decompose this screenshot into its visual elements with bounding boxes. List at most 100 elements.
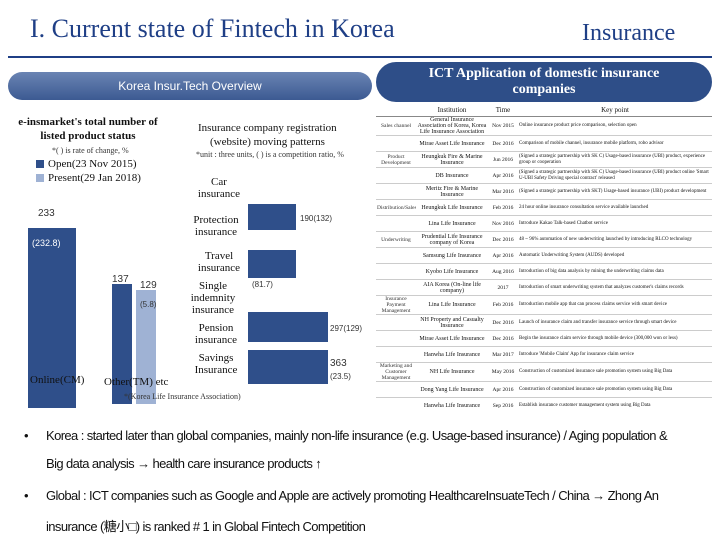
ict-row-institution: DB Insurance [416,167,488,184]
ict-row-category: Sales channel [376,116,416,136]
bullets-panel: • Korea : started later than global comp… [8,408,712,540]
ict-table-row: Underwriting Prudential Life Insurance co… [376,231,712,248]
legend-other: Other(TM) etc [104,376,169,388]
ict-row-institution: Mirae Asset Life Insurance [416,330,488,347]
ict-row-time: Nov 2016 [488,215,518,232]
ict-row-keypoint: Introduce Kakao Talk-based Chatbot servi… [518,215,712,232]
ict-row-category [376,215,416,232]
bullet-marker-2: • [24,488,29,503]
ict-row-keypoint: Automatic Underwriting System (AUDS) dev… [518,247,712,264]
ict-row-time: Feb 2016 [488,199,518,216]
ict-row-keypoint: (Signed a strategic partnership with SK … [518,151,712,168]
legend-online: Online(CM) [30,374,85,386]
single-bar-label-2: 129 [140,280,157,291]
ict-row-category: Product Development [376,151,416,168]
ict-table-row: Samsung Life Insurance Apr 2016 Automatic … [376,247,712,264]
savings-bar-label-1: 363 [330,358,347,369]
registration-title-2: (website) moving patterns [210,136,325,148]
ict-row-keypoint: Construction of customized insurance sal… [518,362,712,382]
registration-note: *unit : three units, ( ) is a competitio… [196,150,344,159]
ict-table-row: Insurance Payment Management Lina Life In… [376,295,712,315]
source-note: *(Korea Life Insurance Association) [124,392,241,401]
present-legend: Present(29 Jan 2018) [48,172,141,184]
ict-row-time: Mar 2016 [488,183,518,200]
savings-bar [248,350,328,384]
overview-panel: e-insmarket's total number of listed pro… [8,104,372,428]
pension-bar-label: 297(129) [330,324,363,333]
ict-table-row: DB Insurance Apr 2016 (Signed a strategic … [376,167,712,184]
protection-open-bar [28,228,76,428]
ict-table: Institution Time Key point Sales channel… [376,104,712,414]
ict-row-keypoint: (Signed a strategic partnership with SKT… [518,183,712,200]
pension-bar [248,312,328,342]
bullet-2-line-1: Global : ICT companies such as Google an… [46,488,659,503]
ict-row-institution: Dong Yang Life Insurance [416,381,488,398]
travel-bar [248,250,296,278]
ict-row-keypoint: (Signed a strategic partnership with SK … [518,167,712,184]
einsmarket-title-1: e-insmarket's total number of [18,116,158,128]
ict-row-time: 2017 [488,279,518,296]
registration-title-1: Insurance company registration [198,122,337,134]
ict-row-institution: Heungkuk Fire & Marine Insurance [416,151,488,168]
einsmarket-title-2: listed product status [40,130,136,142]
ict-row-category [376,247,416,264]
pension-label: Pension insurance [194,322,238,346]
einsmarket-note: *( ) is rate of change, % [52,146,129,155]
car-bar [248,204,296,230]
ict-row-institution: Kyobo Life Insurance [416,263,488,280]
title-divider [8,56,712,58]
protection-label: Protection insurance [193,214,239,238]
ict-row-category [376,135,416,152]
ict-row-keypoint: Begin the insurance claim service throug… [518,330,712,347]
ict-row-time: Dec 2016 [488,231,518,248]
car-bar-label: 190(132) [300,214,333,223]
ict-row-institution: Meritz Fire & Marine Insurance [416,183,488,200]
ict-table-row: Mirae Asset Life Insurance Dec 2016 Begin … [376,330,712,347]
travel-bar-label: (81.7) [252,280,273,289]
ict-row-category [376,314,416,331]
ict-row-keypoint: Introduction mobile app that can process… [518,295,712,315]
ict-row-time: May 2016 [488,362,518,382]
ict-row-category [376,183,416,200]
ict-row-institution: NH Life Insurance [416,362,488,382]
travel-label: Travel insurance [197,250,241,274]
ict-row-institution: Hanwha Life Insurance [416,346,488,363]
ict-table-row: NH Property and Casualty Insurance Dec 20… [376,314,712,331]
ict-col-category [376,104,416,117]
ict-row-category: Insurance Payment Management [376,295,416,315]
ict-row-keypoint: Construction of customized insurance sal… [518,381,712,398]
ict-row-institution: AIA Korea (On-line life company) [416,279,488,296]
ict-row-time: Nov 2015 [488,116,518,136]
ict-row-keypoint: Launch of insurance claim and transfer i… [518,314,712,331]
single-bar-label-1: 137 [112,274,129,285]
single-open-bar [112,284,132,404]
car-label: Car insurance [197,176,241,200]
ict-table-header: Institution Time Key point [376,104,712,117]
ict-row-institution: General Insurance Association of Korea, … [416,116,488,136]
savings-bar-label-2: (23.5) [330,372,351,381]
section-title: Insurance [582,20,676,46]
ict-row-time: Jun 2016 [488,151,518,168]
bullet-1-line-1: Korea : started later than global compan… [46,428,668,443]
ict-row-institution: Lina Life Insurance [416,295,488,315]
ict-table-row: Lina Life Insurance Nov 2016 Introduce Kak… [376,215,712,232]
ict-row-time: Dec 2016 [488,135,518,152]
ict-table-body: Sales channel General Insurance Associati… [376,116,712,414]
overview-header: Korea Insur.Tech Overview [8,72,372,100]
single-present-bar [136,290,156,404]
ict-col-institution: Institution [416,104,488,117]
ict-table-row: Distribution/Sales Heungkuk Life Insuranc… [376,199,712,216]
ict-row-time: Apr 2016 [488,381,518,398]
ict-row-category: Marketing and Customer Management [376,362,416,382]
single-label: Single indemnity insurance [190,280,236,316]
ict-header-line-2: companies [512,82,576,97]
ict-header: ICT Application of domestic insurance co… [376,62,712,102]
ict-row-keypoint: Online insurance product price compariso… [518,116,712,136]
ict-row-category [376,279,416,296]
ict-row-institution: Heungkuk Life Insurance [416,199,488,216]
ict-row-time: Apr 2016 [488,247,518,264]
open-legend: Open(23 Nov 2015) [48,158,137,170]
ict-row-time: Dec 2016 [488,314,518,331]
ict-table-row: Kyobo Life Insurance Aug 2016 Introduction… [376,263,712,280]
ict-row-time: Aug 2016 [488,263,518,280]
